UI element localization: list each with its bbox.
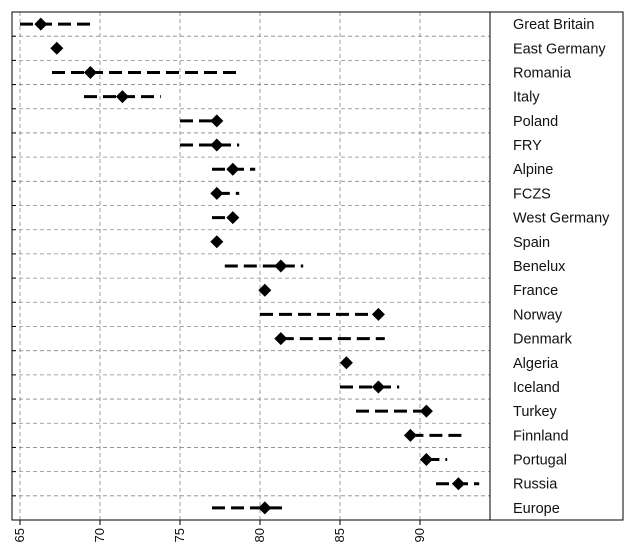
- row-label: East Germany: [513, 41, 606, 57]
- diamond-marker: [258, 501, 272, 515]
- row-label: FRY: [513, 138, 542, 154]
- diamond-marker: [419, 453, 433, 467]
- diamond-marker: [226, 162, 240, 176]
- diamond-marker: [210, 186, 224, 200]
- row-label: Alpine: [513, 162, 553, 178]
- row-labels: Great Britain East Germany Romania Italy Pol…: [513, 17, 610, 517]
- diamond-marker: [274, 332, 288, 346]
- row-label: Romania: [513, 65, 572, 81]
- row-label: Norway: [513, 307, 563, 323]
- diamond-marker: [83, 65, 97, 79]
- interval-lines: [20, 22, 480, 510]
- x-tick-label: 75: [172, 528, 187, 542]
- row-label: Denmark: [513, 332, 573, 348]
- diamond-marker: [371, 307, 385, 321]
- diamond-marker: [210, 235, 224, 249]
- row-label: Finnland: [513, 428, 569, 444]
- point-markers: [34, 17, 465, 515]
- row-label: Benelux: [513, 259, 566, 275]
- row-label: Spain: [513, 235, 550, 251]
- diamond-marker: [339, 356, 353, 370]
- diamond-marker: [226, 211, 240, 225]
- row-label: FCZS: [513, 186, 551, 202]
- row-label: West Germany: [513, 211, 610, 227]
- row-label: Iceland: [513, 380, 560, 396]
- diamond-marker: [419, 404, 433, 418]
- x-tick-label: 80: [252, 528, 267, 542]
- row-label: Italy: [513, 90, 540, 106]
- row-label: Turkey: [513, 404, 558, 420]
- diamond-marker: [50, 41, 64, 55]
- row-label: Algeria: [513, 356, 559, 372]
- x-tick-label: 90: [412, 528, 427, 542]
- x-tick-label: 70: [92, 528, 107, 542]
- row-label: Portugal: [513, 453, 567, 469]
- x-tick-label: 65: [12, 528, 27, 542]
- row-label: Russia: [513, 477, 558, 493]
- diamond-marker: [403, 428, 417, 442]
- x-tick-labels: 65 70 75 80 85 90: [12, 528, 427, 542]
- x-tick-label: 85: [332, 528, 347, 542]
- diamond-marker: [115, 90, 129, 104]
- row-label: Poland: [513, 114, 558, 130]
- grid: [12, 12, 490, 520]
- row-label: Europe: [513, 501, 560, 517]
- label-panel-border: [489, 11, 624, 521]
- plot-frame: [11, 11, 624, 525]
- diamond-marker: [258, 283, 272, 297]
- row-label: France: [513, 283, 558, 299]
- diamond-marker: [274, 259, 288, 273]
- diamond-marker: [371, 380, 385, 394]
- row-label: Great Britain: [513, 17, 594, 33]
- diamond-marker: [34, 17, 48, 31]
- diamond-marker: [210, 138, 224, 152]
- diamond-marker: [210, 114, 224, 128]
- diamond-marker: [451, 477, 465, 491]
